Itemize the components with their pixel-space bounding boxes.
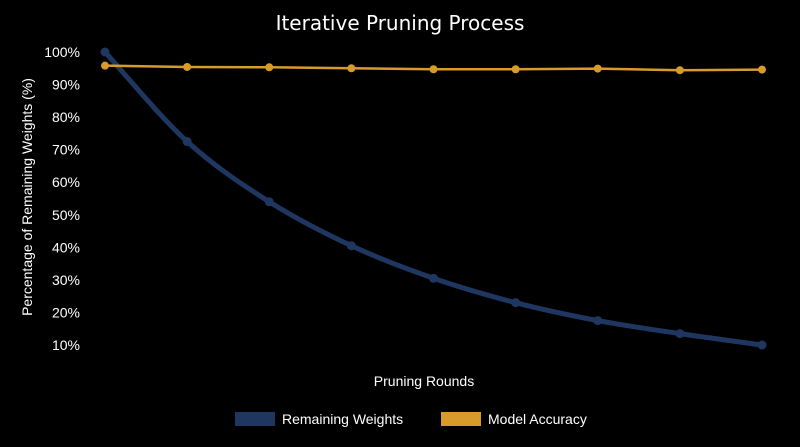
y-tick-label: 20% [52,304,80,320]
remaining-weights-point [593,316,603,326]
y-tick-label: 80% [52,109,80,125]
legend: Remaining Weights Model Accuracy [235,411,587,427]
remaining-weights-point [346,241,356,251]
y-axis-ticks: 100% 90% 80% 70% 60% 50% 40% 30% 20% 10% [44,44,80,353]
y-tick-label: 50% [52,207,80,223]
x-axis-label: Pruning Rounds [374,373,474,389]
remaining-weights-point [511,298,521,308]
legend-label: Model Accuracy [488,411,587,427]
model-accuracy-point [593,64,602,73]
series-layer [100,47,767,350]
y-tick-label: 10% [52,337,80,353]
model-accuracy-point [101,61,109,70]
y-axis-label: Percentage of Remaining Weights (%) [19,78,35,316]
y-tick-label: 60% [52,174,80,190]
y-tick-label: 90% [52,77,80,93]
model-accuracy-point [758,65,766,74]
chart-title: Iterative Pruning Process [276,11,525,35]
model-accuracy-point [511,65,520,74]
model-accuracy-point [429,65,438,74]
legend-label: Remaining Weights [282,411,403,427]
model-accuracy-point [347,64,356,73]
model-accuracy-point [183,62,192,71]
remaining-weights-line [102,49,765,348]
y-tick-label: 40% [52,239,80,255]
legend-swatch [441,412,481,426]
remaining-weights-point [675,329,685,339]
y-tick-label: 70% [52,142,80,158]
y-tick-label: 30% [52,272,80,288]
legend-swatch [235,412,275,426]
remaining-weights-point [100,47,110,57]
model-accuracy-point [675,66,684,75]
model-accuracy-point [265,63,274,72]
remaining-weights-point [429,273,438,283]
y-tick-label: 100% [44,44,80,60]
remaining-weights-point [757,340,767,350]
remaining-weights-point [182,137,192,147]
remaining-weights-point [264,197,274,207]
